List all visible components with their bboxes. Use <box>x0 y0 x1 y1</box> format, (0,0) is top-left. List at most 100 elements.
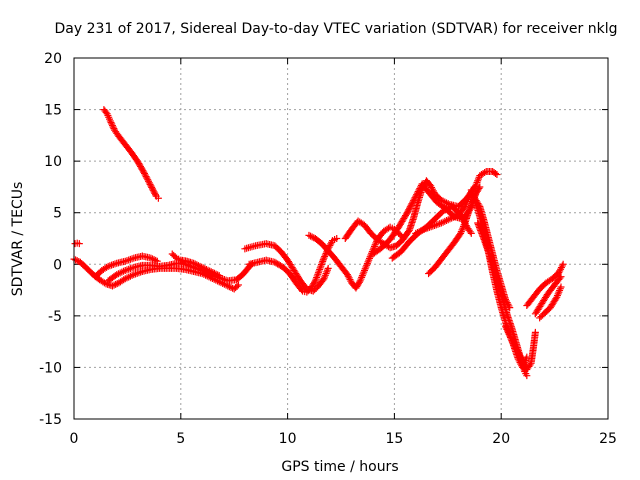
data-point <box>209 269 217 277</box>
data-point <box>557 273 565 281</box>
axis-ticks: 0 5 10 15 20 25 -15 -10 -5 0 5 10 15 20 <box>39 51 617 447</box>
data-point <box>146 180 154 188</box>
data-point <box>446 215 454 223</box>
data-point <box>513 346 521 354</box>
data-point <box>345 274 353 282</box>
data-point <box>506 304 514 312</box>
data-point <box>511 343 519 351</box>
data-point <box>212 270 220 278</box>
data-point <box>125 273 133 281</box>
data-point <box>459 224 467 232</box>
data-point <box>359 270 367 278</box>
data-point <box>443 199 451 207</box>
series-seg-high <box>100 106 162 202</box>
data-point <box>103 263 111 271</box>
data-point <box>457 228 465 236</box>
data-point <box>107 118 115 126</box>
data-point <box>358 273 366 281</box>
data-point <box>457 229 465 237</box>
data-point <box>510 341 518 349</box>
data-point <box>475 201 483 209</box>
data-point <box>150 256 158 264</box>
data-point <box>405 206 413 214</box>
data-point <box>355 278 363 286</box>
data-point <box>114 270 122 278</box>
data-point <box>472 180 480 188</box>
data-point <box>321 273 329 281</box>
data-point <box>219 275 227 283</box>
data-point <box>307 232 315 240</box>
data-point <box>234 281 242 289</box>
data-point <box>314 269 322 277</box>
data-point <box>443 217 451 225</box>
data-point <box>411 194 419 202</box>
x-tick-label: 25 <box>599 431 617 447</box>
data-point <box>318 259 326 267</box>
data-point <box>462 201 470 209</box>
data-point <box>475 184 483 192</box>
data-point <box>517 354 525 362</box>
data-point <box>128 271 136 279</box>
data-point <box>75 240 83 248</box>
data-point <box>410 195 418 203</box>
data-point <box>507 335 515 343</box>
data-point <box>502 297 510 305</box>
data-point <box>467 203 475 211</box>
data-point <box>439 218 447 226</box>
data-point <box>363 261 371 269</box>
data-point <box>371 241 379 249</box>
data-point <box>403 209 411 217</box>
data-point <box>364 258 372 266</box>
data-point <box>121 257 129 265</box>
data-point <box>358 272 366 280</box>
data-point <box>333 235 341 242</box>
data-point <box>505 302 513 310</box>
data-point <box>132 270 140 278</box>
data-point <box>210 269 218 277</box>
data-point <box>408 200 416 208</box>
data-point <box>558 262 566 270</box>
data-point <box>135 269 143 277</box>
data-point <box>365 254 373 262</box>
data-point <box>202 265 210 273</box>
data-point <box>206 267 214 275</box>
data-point <box>417 227 425 235</box>
data-point <box>514 349 522 357</box>
series-seg-k <box>425 190 480 278</box>
data-point <box>406 203 414 211</box>
data-point <box>215 272 223 280</box>
data-point <box>557 265 565 273</box>
data-point <box>501 295 509 303</box>
data-point <box>128 264 136 272</box>
data-point <box>214 271 222 279</box>
data-point <box>492 170 500 178</box>
data-point <box>233 282 241 290</box>
y-tick-label: -15 <box>39 412 62 428</box>
data-point <box>113 271 121 279</box>
data-point <box>150 188 158 196</box>
data-point <box>427 182 435 190</box>
data-point <box>100 279 108 287</box>
series-seg-r <box>531 273 565 318</box>
data-point <box>459 222 467 230</box>
data-point <box>141 171 149 179</box>
data-point <box>312 275 320 283</box>
data-point <box>448 214 456 222</box>
data-point <box>361 265 369 273</box>
data-point <box>466 228 474 236</box>
data-point <box>140 168 148 176</box>
data-point <box>432 221 440 229</box>
data-point <box>365 256 373 264</box>
data-point <box>407 201 415 209</box>
data-point <box>356 277 364 285</box>
data-points <box>70 106 567 380</box>
data-point <box>554 290 562 298</box>
data-point <box>473 178 481 186</box>
y-tick-label: -10 <box>39 360 62 376</box>
data-point <box>449 213 457 221</box>
y-tick-label: 0 <box>53 257 62 273</box>
data-point <box>424 224 432 232</box>
data-point <box>519 359 527 367</box>
data-point <box>120 267 128 275</box>
data-point <box>504 329 512 337</box>
